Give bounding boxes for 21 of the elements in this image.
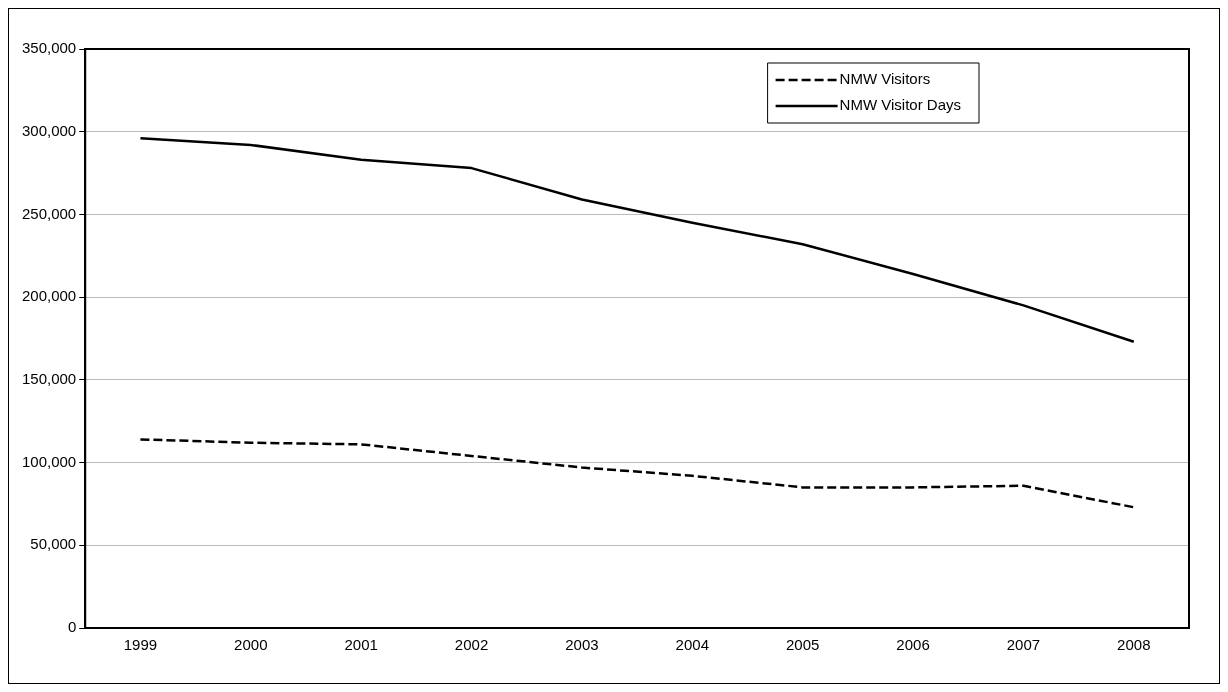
y-tick-label: 350,000 [21,39,77,57]
x-tick-label: 2001 [344,636,378,654]
legend-label: NMW Visitor Days [839,96,962,114]
y-tick-label: 50,000 [30,535,77,553]
y-tick-label: 200,000 [21,287,77,305]
y-tick-label: 100,000 [21,452,77,470]
x-tick-label: 2002 [454,636,489,654]
y-tick-label: 250,000 [21,204,77,222]
x-tick-label: 1999 [123,636,158,654]
x-tick-label: 2008 [1117,636,1151,654]
x-tick-label: 2003 [565,636,599,654]
y-tick-label: 150,000 [21,370,77,387]
x-tick-label: 2000 [234,636,268,654]
x-tick-label: 2005 [785,636,820,654]
legend-label: NMW Visitors [839,70,931,88]
x-tick-label: 2004 [675,636,709,654]
x-tick-label: 2006 [896,636,930,654]
x-tick-label: 2007 [1006,636,1041,654]
y-tick-label: 300,000 [21,121,77,139]
line-series [139,438,1136,509]
y-tick-label: 0 [67,618,77,636]
